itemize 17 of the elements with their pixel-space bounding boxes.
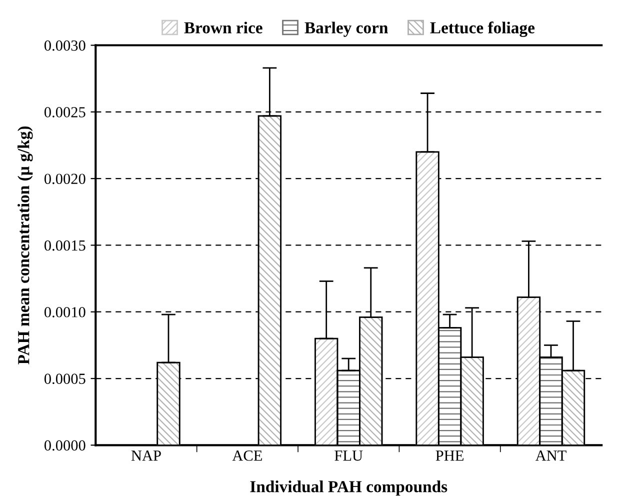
- x-tick-label: PHE: [436, 450, 464, 461]
- y-tick-label: 0.0015: [44, 240, 86, 251]
- y-tick-label: 0.0000: [44, 440, 86, 451]
- y-tick-label: 0.0005: [44, 374, 86, 384]
- y-axis-title: PAH mean concentration (µ g/kg): [18, 126, 33, 364]
- legend-label: Brown rice: [184, 22, 262, 34]
- y-tick-label: 0.0010: [44, 307, 86, 318]
- legend-label: Barley corn: [304, 22, 388, 37]
- x-tick-label: NAP: [131, 450, 161, 461]
- x-tick-label: ACE: [232, 450, 262, 461]
- y-tick-label: 0.0030: [44, 40, 86, 51]
- x-tick-label: ANT: [535, 450, 566, 461]
- y-tick-label: 0.0020: [44, 174, 86, 184]
- y-tick-label: 0.0025: [44, 107, 86, 118]
- x-tick-label: FLU: [334, 450, 363, 461]
- legend-label: Lettuce foliage: [430, 22, 535, 37]
- x-axis-title: Individual PAH compounds: [250, 480, 448, 496]
